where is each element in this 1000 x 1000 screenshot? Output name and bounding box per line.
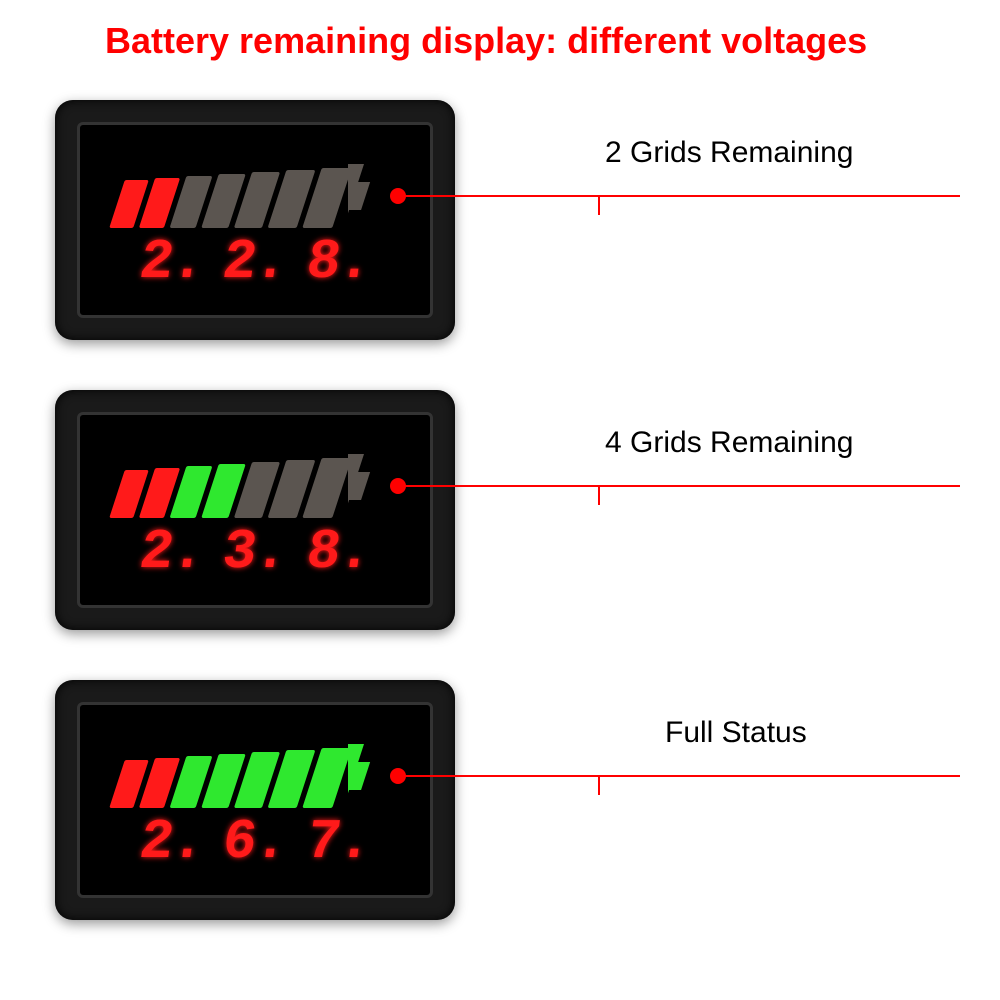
infographic-canvas: Battery remaining display: different vol… (0, 0, 1000, 1000)
seven-segment-digit: 8. (303, 524, 374, 580)
seven-segment-digit: 2. (136, 234, 207, 290)
seven-segment-digit: 2. (136, 524, 207, 580)
meter-4-grids: 2.3.8. (55, 390, 455, 630)
battery-tip-icon (348, 164, 376, 228)
callout-label: 4 Grids Remaining (605, 426, 853, 460)
seven-segment-digit: 8. (303, 234, 374, 290)
seven-segment-digit: 2. (136, 814, 207, 870)
callout-line (398, 485, 960, 487)
seven-segment-digit: 7. (303, 814, 374, 870)
callout-label: 2 Grids Remaining (605, 136, 853, 170)
page-title: Battery remaining display: different vol… (105, 20, 867, 62)
seven-segment-digit: 6. (219, 814, 290, 870)
callout-line (598, 775, 600, 795)
callout-line (598, 485, 600, 505)
callout-line (398, 775, 960, 777)
callout-label: Full Status (665, 716, 807, 750)
meter-full: 2.6.7. (55, 680, 455, 920)
battery-tip-icon (348, 744, 376, 808)
callout-line (598, 195, 600, 215)
battery-tip-icon (348, 454, 376, 518)
callout-line (398, 195, 960, 197)
seven-segment-digit: 3. (219, 524, 290, 580)
seven-segment-digit: 2. (219, 234, 290, 290)
meter-2-grids: 2.2.8. (55, 100, 455, 340)
